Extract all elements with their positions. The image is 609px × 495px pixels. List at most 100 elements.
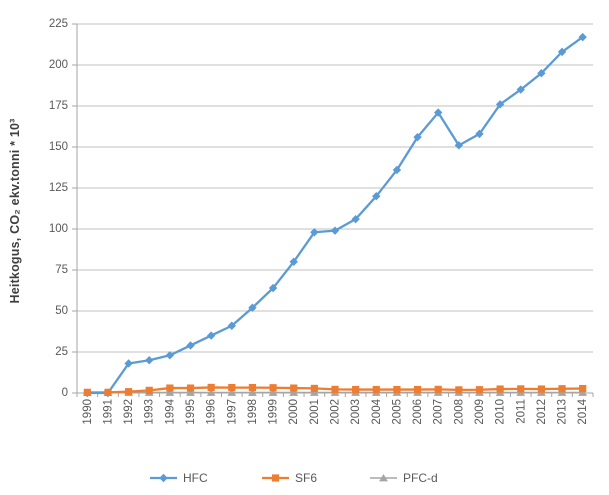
data-point-triangle	[268, 388, 278, 396]
y-tick-label: 25	[55, 346, 68, 358]
data-point-triangle	[578, 388, 588, 396]
x-tick-labels: 1990 1991 1992 1993 1994 1995 1996 1997 1998 1999…	[82, 398, 589, 424]
data-point-square	[83, 388, 91, 396]
series-polyline	[87, 36, 584, 395]
x-tick-label: 1991	[102, 399, 114, 425]
data-point-square	[455, 386, 463, 394]
data-point-diamond	[165, 351, 175, 360]
data-point-triangle	[206, 388, 216, 396]
x-tick-label: 1993	[144, 399, 156, 425]
data-point-diamond	[434, 108, 443, 117]
data-point-diamond	[268, 283, 278, 293]
data-point-square	[310, 384, 318, 393]
data-point-triangle	[248, 388, 257, 396]
data-point-square	[207, 383, 215, 392]
x-tick-label: 1999	[268, 399, 280, 425]
data-point-diamond	[372, 192, 381, 201]
legend-item-PFC-d: PFC-d	[370, 471, 438, 485]
data-point-triangle	[165, 388, 175, 396]
data-point-triangle	[289, 388, 299, 396]
x-tick-label: 2009	[474, 399, 486, 425]
legend-label: SF6	[295, 471, 317, 485]
data-point-square	[290, 384, 298, 392]
y-tick-label: 225	[49, 18, 68, 30]
data-point-diamond	[159, 473, 168, 483]
series-line-HFC	[87, 36, 584, 395]
y-tick-label: 150	[49, 141, 68, 153]
x-tick-label: 1997	[226, 399, 238, 425]
data-point-diamond	[495, 100, 505, 109]
x-tick-label: 2014	[577, 398, 589, 424]
x-tick-label: 1990	[82, 399, 94, 425]
y-tick-label: 75	[55, 264, 68, 276]
x-tick-label: 2010	[495, 399, 507, 425]
x-tick-label: 1998	[247, 399, 259, 425]
data-point-square	[228, 383, 236, 392]
legend-label: PFC-d	[403, 471, 438, 485]
data-point-diamond	[289, 257, 298, 266]
data-point-square	[517, 385, 525, 393]
y-tick-label: 200	[49, 59, 68, 71]
x-tick-label: 2011	[515, 399, 527, 424]
data-point-square	[393, 385, 401, 394]
data-point-square	[537, 385, 545, 393]
data-point-diamond	[145, 356, 154, 365]
data-point-square	[145, 386, 153, 394]
data-point-triangle	[379, 474, 388, 482]
data-point-square	[186, 384, 195, 392]
data-point-diamond	[454, 141, 464, 150]
data-point-triangle	[309, 388, 319, 396]
y-tick-label: 50	[55, 305, 68, 317]
series-markers-SF6	[83, 383, 587, 396]
data-point-square	[372, 385, 380, 394]
data-point-square	[579, 384, 587, 393]
data-point-square	[475, 386, 484, 394]
legend-label: HFC	[183, 471, 208, 485]
data-point-square	[413, 385, 422, 394]
data-point-diamond	[248, 303, 257, 312]
x-tick-label: 2012	[536, 399, 548, 425]
x-tick-label: 2007	[433, 399, 445, 425]
data-point-diamond	[392, 165, 402, 175]
x-ticks	[76, 393, 594, 397]
y-tick-label: 125	[49, 182, 68, 194]
x-tick-label: 1994	[164, 398, 176, 424]
x-tick-label: 2001	[309, 399, 321, 425]
y-gridlines	[72, 23, 593, 394]
x-tick-label: 1992	[123, 399, 135, 425]
data-point-diamond	[310, 228, 319, 237]
data-point-square	[104, 388, 112, 396]
data-point-triangle	[227, 388, 237, 396]
x-tick-label: 2002	[330, 399, 342, 425]
data-point-square	[496, 385, 504, 393]
data-point-diamond	[516, 85, 525, 94]
data-point-diamond	[124, 359, 133, 368]
series-markers-HFC	[83, 32, 587, 398]
data-point-triangle	[186, 388, 195, 396]
data-point-diamond	[206, 331, 216, 340]
x-tick-label: 1996	[206, 399, 218, 425]
data-point-square	[434, 385, 442, 393]
y-tick-label: 0	[62, 387, 68, 399]
x-tick-label: 2004	[371, 398, 383, 424]
x-tick-label: 1995	[185, 399, 197, 425]
data-point-diamond	[351, 214, 360, 224]
legend-item-SF6: SF6	[262, 471, 317, 485]
x-tick-label: 2013	[557, 399, 569, 425]
data-point-square	[331, 385, 339, 393]
data-point-diamond	[186, 341, 195, 350]
data-point-diamond	[413, 132, 422, 142]
data-point-diamond	[537, 69, 546, 78]
x-tick-label: 2006	[412, 399, 424, 425]
y-tick-label: 175	[49, 100, 68, 112]
data-point-diamond	[475, 129, 484, 139]
data-point-square	[248, 383, 257, 392]
data-point-diamond	[227, 321, 236, 330]
data-point-diamond	[578, 32, 587, 42]
data-point-square	[166, 384, 174, 392]
x-tick-label: 2000	[288, 399, 300, 425]
data-point-diamond	[330, 226, 340, 235]
y-tick-labels: 0 25 50 75 100 125 150 175 200 225	[49, 18, 68, 399]
